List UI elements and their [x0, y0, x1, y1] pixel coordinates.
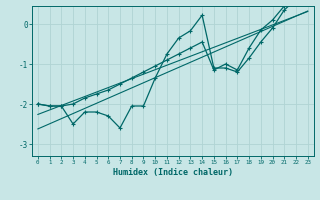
- X-axis label: Humidex (Indice chaleur): Humidex (Indice chaleur): [113, 168, 233, 177]
